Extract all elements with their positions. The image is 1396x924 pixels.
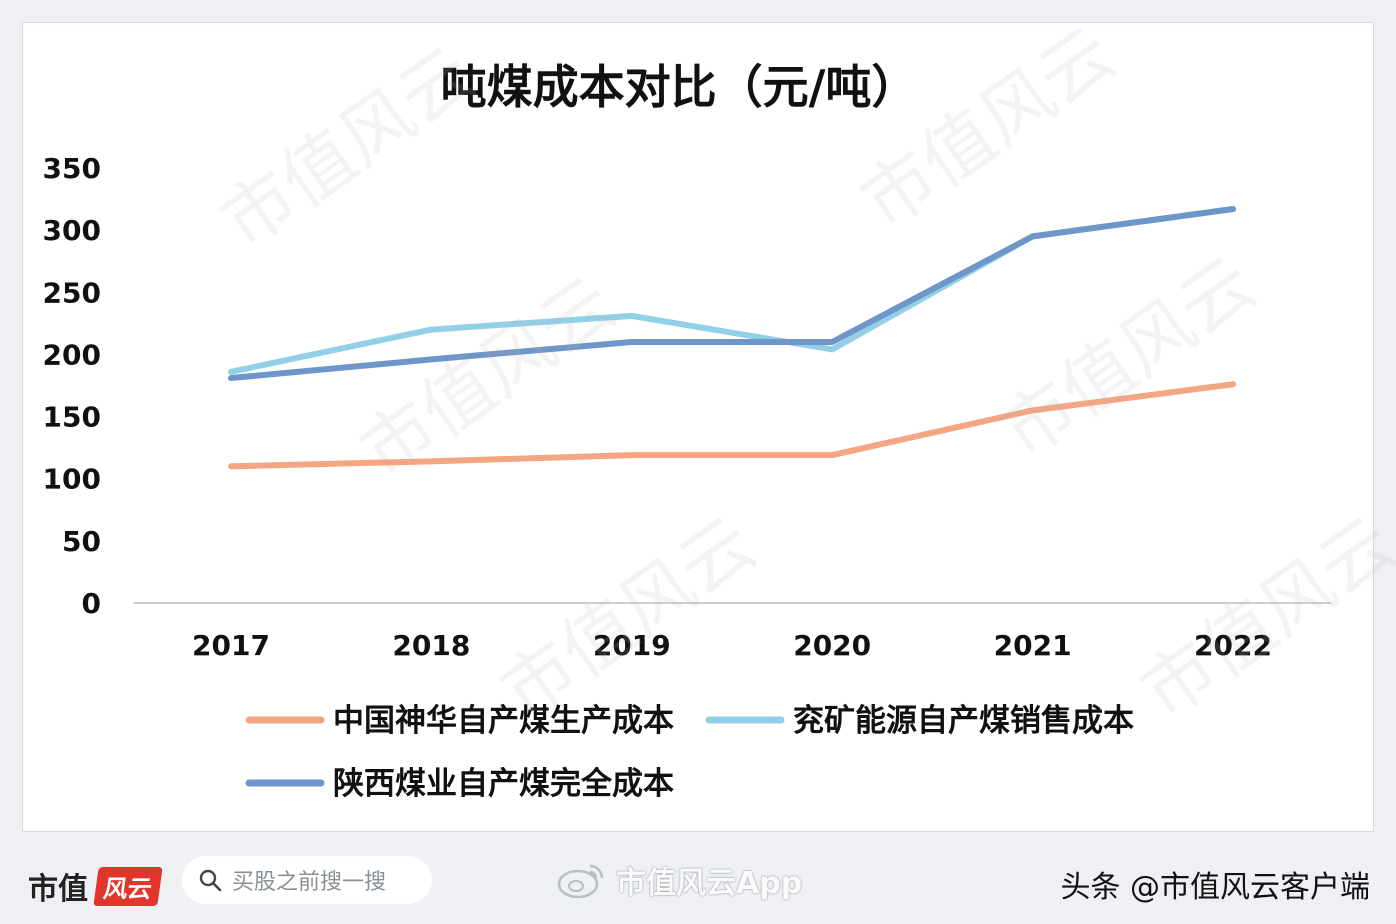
x-tick-label: 2020 <box>793 629 871 662</box>
legend-label: 陕西煤业自产煤完全成本 <box>333 766 674 802</box>
series-line-2 <box>228 206 1236 375</box>
x-tick-label: 2022 <box>1194 629 1272 662</box>
weibo-text: 市值风云App <box>616 866 803 901</box>
y-tick-label: 0 <box>82 587 101 620</box>
brand-name: 市值 <box>28 872 88 907</box>
source-credit: 头条 @市值风云客户端 <box>1060 870 1370 905</box>
x-tick-label: 2021 <box>994 629 1072 662</box>
x-tick-label: 2017 <box>192 629 270 662</box>
brand-logo[interactable]: 市值 风云 <box>28 864 163 908</box>
y-tick-label: 200 <box>43 338 101 371</box>
footer-bar: 市值 风云 买股之前搜一搜 市值风云App 头条 @市值风云客户端 <box>0 836 1396 924</box>
search-input[interactable]: 买股之前搜一搜 <box>182 856 432 904</box>
line-chart: 吨煤成本对比（元/吨） 0 50 100 150 200 250 300 350 2017 2018… <box>43 60 1331 802</box>
search-icon <box>199 869 222 892</box>
series-line-3 <box>228 206 1236 382</box>
series-line-1 <box>228 381 1236 470</box>
search-placeholder: 买股之前搜一搜 <box>232 870 387 895</box>
chart-title: 吨煤成本对比（元/吨） <box>441 60 918 114</box>
y-tick-label: 50 <box>62 525 101 558</box>
brand-mark: 风云 <box>93 866 163 906</box>
chart-frame: 吨煤成本对比（元/吨） 0 50 100 150 200 250 300 350 2017 2018… <box>22 22 1374 832</box>
y-tick-label: 250 <box>43 276 101 309</box>
y-tick-label: 100 <box>43 463 101 496</box>
weibo-icon <box>557 864 604 899</box>
weibo-tag: 市值风云App <box>556 858 802 902</box>
y-tick-label: 350 <box>43 152 101 185</box>
legend-label: 中国神华自产煤生产成本 <box>333 703 674 739</box>
x-tick-label: 2018 <box>392 629 470 662</box>
y-tick-label: 300 <box>43 214 101 247</box>
x-tick-label: 2019 <box>593 629 671 662</box>
y-tick-label: 150 <box>43 401 101 434</box>
legend-label: 兖矿能源自产煤销售成本 <box>793 703 1134 739</box>
